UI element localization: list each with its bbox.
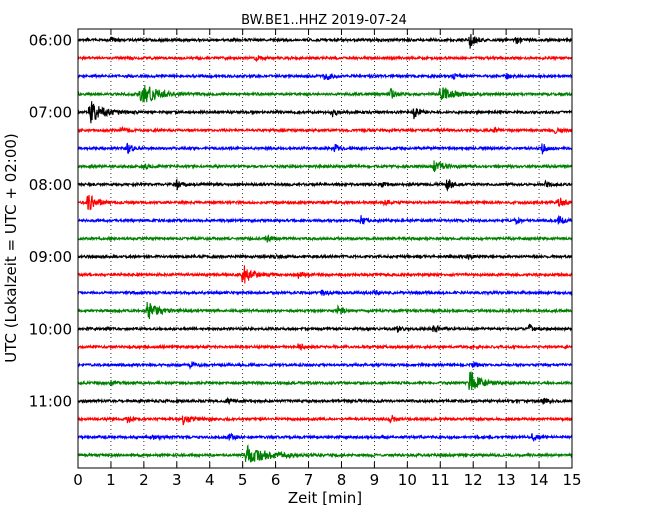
trace-0630 [77, 72, 573, 81]
trace-0845 [77, 234, 573, 243]
trace-1000 [77, 323, 573, 334]
x-tick-label: 11 [431, 471, 450, 489]
plot-frame [77, 28, 573, 469]
trace-1045 [77, 370, 573, 391]
y-tick-label: 09:00 [29, 248, 72, 266]
trace-0900 [77, 253, 573, 261]
y-tick-label: 08:00 [29, 176, 72, 194]
x-tick-label: 4 [205, 471, 215, 489]
trace-0715 [77, 125, 573, 135]
x-tick-label: 15 [562, 471, 581, 489]
trace-0615 [77, 54, 573, 63]
trace-0730 [77, 142, 573, 155]
traces [77, 34, 573, 463]
y-axis-label: UTC (Lokalzeit = UTC + 02:00) [2, 133, 20, 363]
trace-0800 [77, 177, 573, 192]
x-tick-label: 2 [139, 471, 149, 489]
x-tick-label: 5 [238, 471, 248, 489]
x-tick-label: 7 [304, 471, 314, 489]
trace-1100 [77, 396, 573, 406]
x-tick-label: 12 [464, 471, 483, 489]
y-tick-label: 10:00 [29, 320, 72, 338]
x-axis: 0 1 2 3 4 5 6 7 8 9 10 11 12 13 14 15 [73, 29, 582, 489]
y-tick-label: 11:00 [29, 393, 72, 411]
x-axis-label: Zeit [min] [288, 489, 362, 507]
x-tick-label: 1 [106, 471, 116, 489]
trace-1145 [77, 444, 573, 463]
trace-0915 [77, 265, 573, 284]
trace-1015 [77, 343, 573, 351]
trace-0945 [77, 301, 573, 320]
trace-0600 [77, 34, 573, 49]
x-tick-label: 13 [497, 471, 516, 489]
x-tick-label: 6 [271, 471, 281, 489]
trace-0745 [77, 160, 573, 173]
trace-0830 [77, 215, 573, 226]
trace-1115 [77, 414, 573, 426]
x-tick-label: 14 [530, 471, 549, 489]
chart-title: BW.BE1..HHZ 2019-07-24 [241, 13, 407, 28]
trace-1030 [77, 361, 573, 371]
x-tick-label: 3 [172, 471, 182, 489]
y-tick-label: 06:00 [29, 32, 72, 50]
trace-0700 [77, 101, 573, 124]
y-tick-label: 07:00 [29, 104, 72, 122]
trace-1130 [77, 432, 573, 442]
y-axis: 06:00 07:00 08:00 09:00 10:00 11:00 [29, 32, 83, 411]
x-tick-label: 0 [73, 471, 83, 489]
trace-0645 [77, 85, 573, 103]
x-tick-label: 9 [370, 471, 380, 489]
x-tick-label: 8 [337, 471, 347, 489]
trace-0815 [77, 194, 573, 211]
trace-0930 [77, 289, 573, 297]
x-tick-label: 10 [398, 471, 417, 489]
